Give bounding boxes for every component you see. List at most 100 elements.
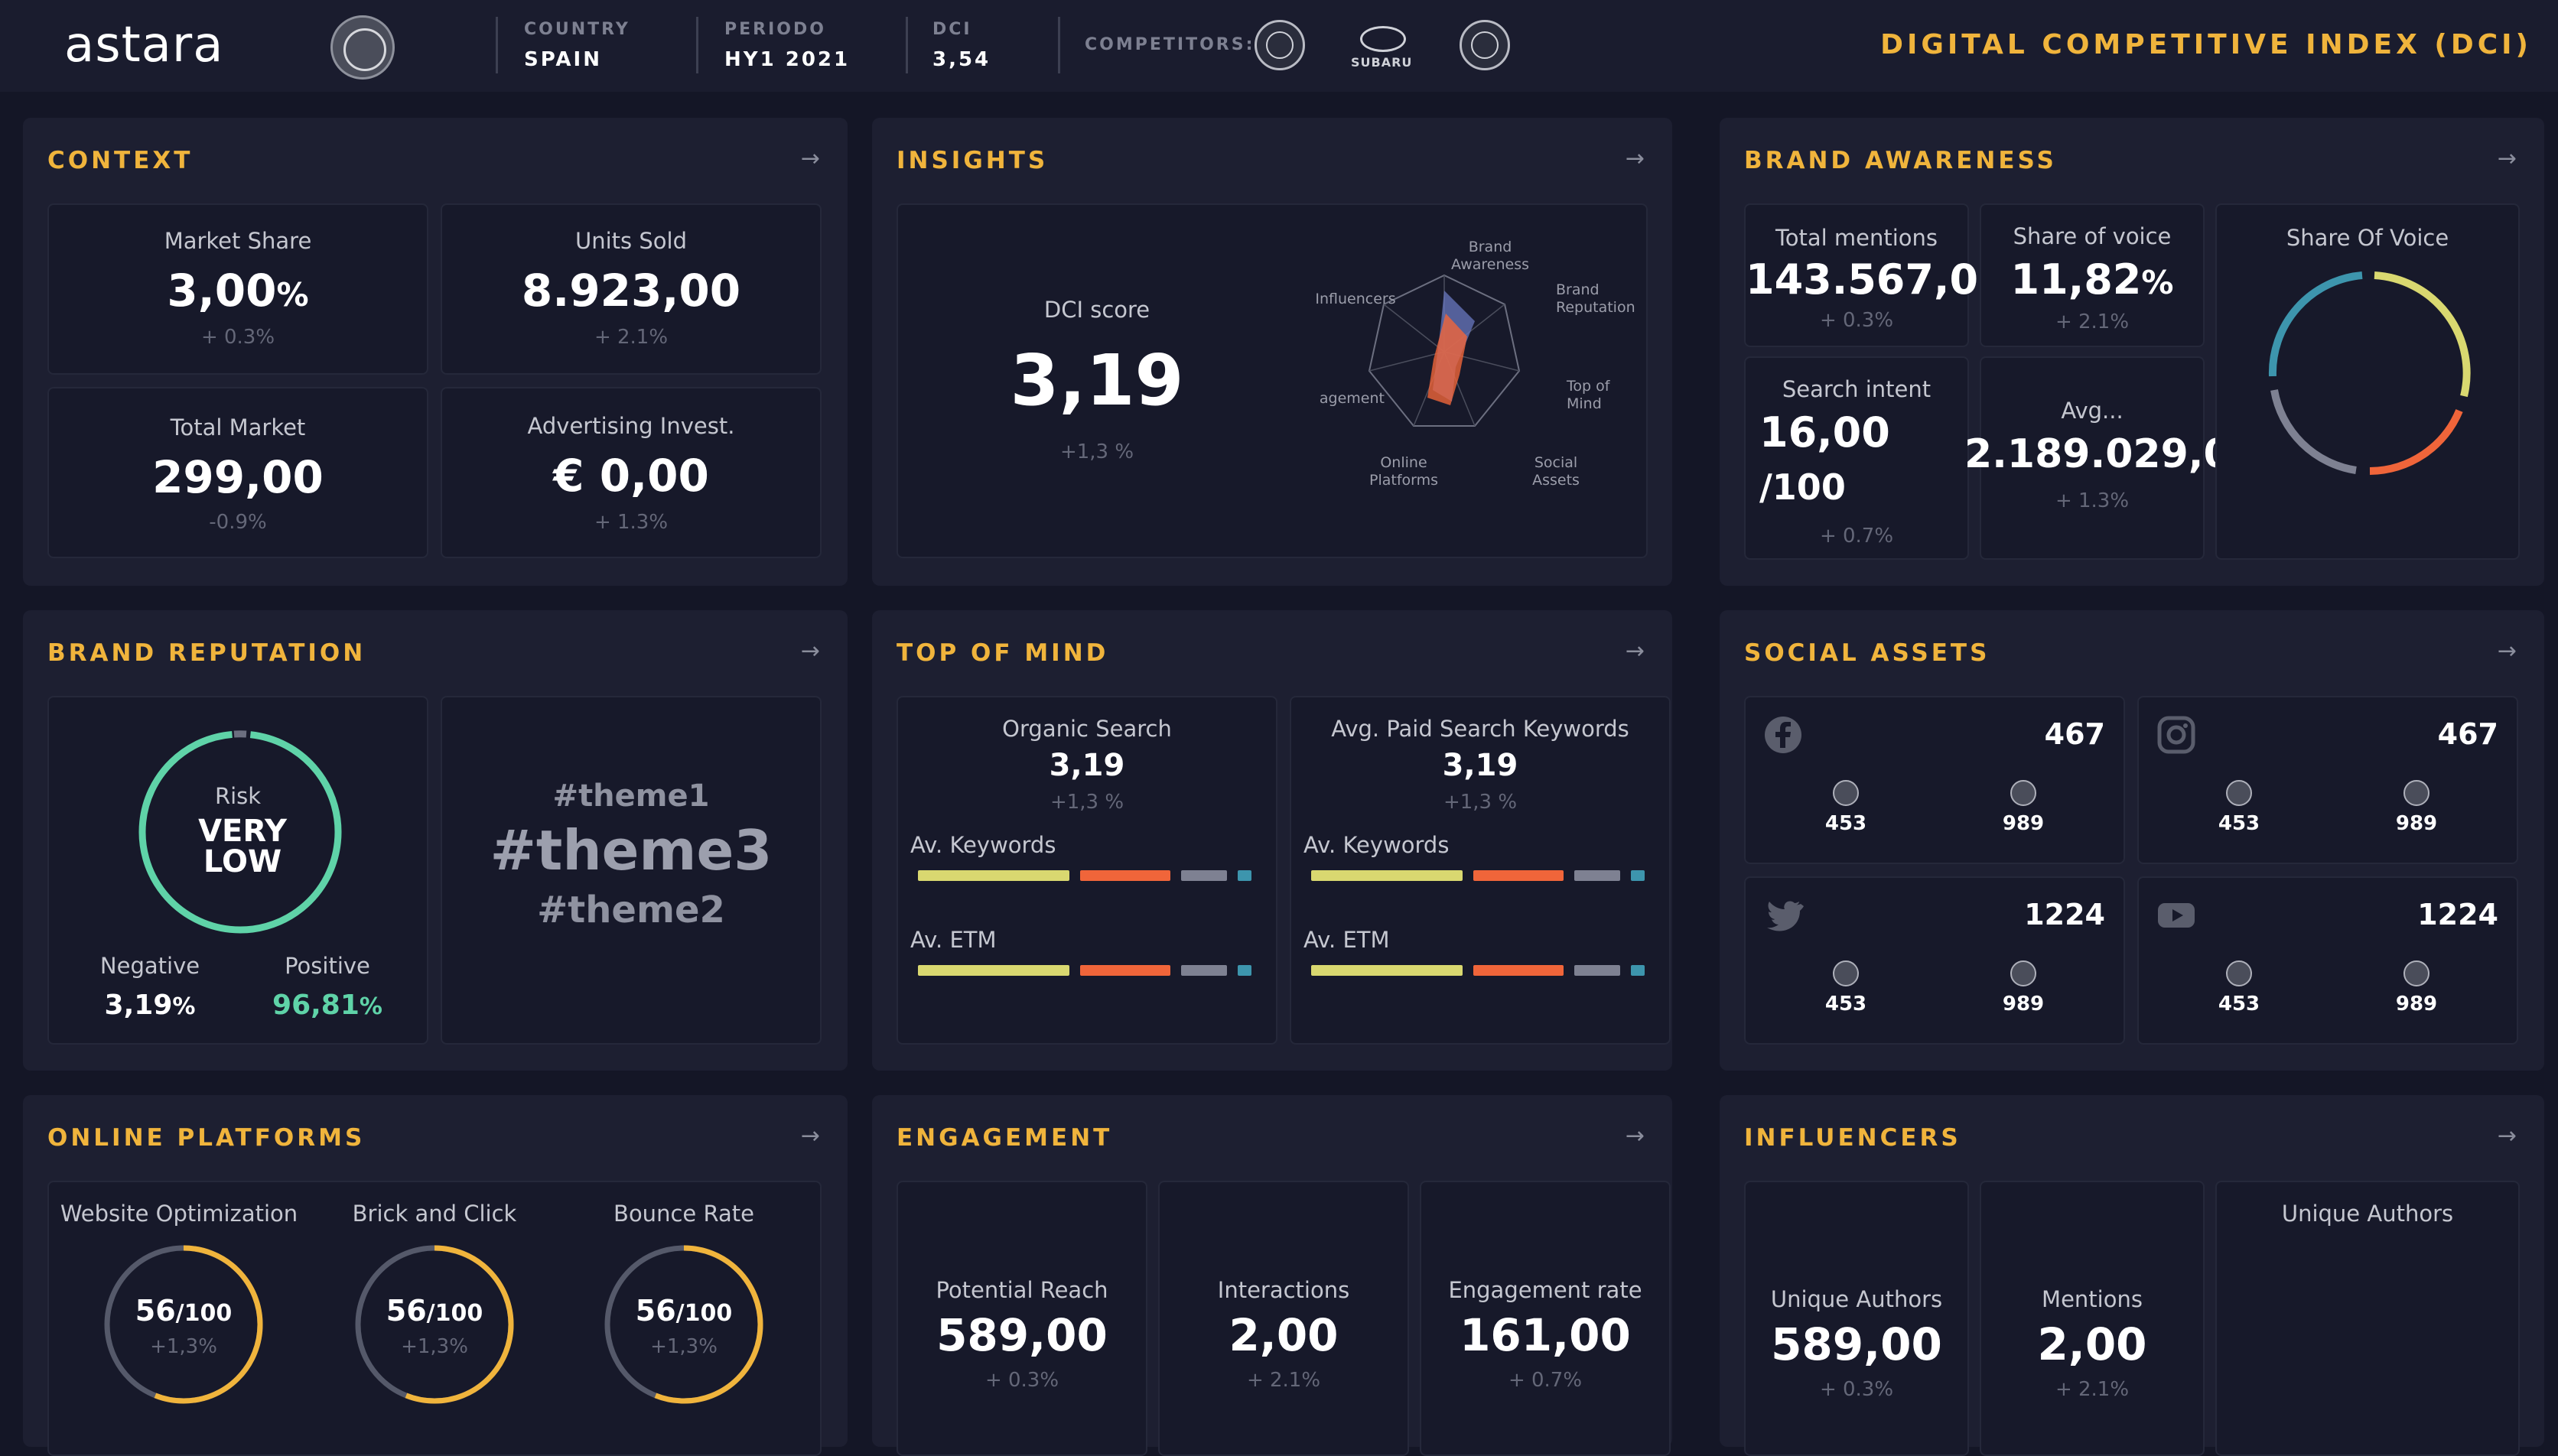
metric-label: Unique Authors <box>1746 1286 1967 1312</box>
dci-label: DCI <box>932 20 991 39</box>
competitor-alfa-romeo-icon[interactable] <box>1255 20 1305 70</box>
units-sold-card: Units Sold 8.923,00 + 2.1% <box>441 203 822 375</box>
top-bar: astara COUNTRY SPAIN PERIODO HY1 2021 DC… <box>0 0 2558 92</box>
top-of-mind-panel: TOP OF MIND → Organic Search 3,19 +1,3 %… <box>872 610 1672 1071</box>
brand-reputation-panel: BRAND REPUTATION → Risk VERY LOW Negativ… <box>23 610 848 1071</box>
metric-label: Engagement rate <box>1421 1277 1669 1303</box>
metric-label: Units Sold <box>442 228 820 254</box>
country-value: SPAIN <box>524 48 630 71</box>
instagram-icon <box>2156 714 2197 756</box>
panel-title: BRAND AWARENESS <box>1744 147 2057 174</box>
influencers-panel: INFLUENCERS → Unique Authors 589,00 + 0.… <box>1720 1095 2544 1447</box>
donut-segment-grey <box>2274 390 2356 470</box>
twitter-card[interactable]: 1224 453 989 <box>1744 876 2125 1045</box>
fiat-count: 989 <box>1977 812 2069 835</box>
metric-label: Mentions <box>1981 1286 2203 1312</box>
panel-title: BRAND REPUTATION <box>47 639 366 667</box>
facebook-card[interactable]: 467 453 989 <box>1744 696 2125 864</box>
alfa-romeo-emblem-icon[interactable] <box>330 15 395 80</box>
instagram-card[interactable]: 467 453 989 <box>2137 696 2518 864</box>
country-filter[interactable]: COUNTRY SPAIN <box>524 20 630 71</box>
market-share-card: Market Share 3,00% + 0.3% <box>47 203 428 375</box>
negative-value: 3,19% <box>49 990 251 1021</box>
arrow-right-icon[interactable]: → <box>1626 638 1645 665</box>
arrow-right-icon[interactable]: → <box>2498 145 2517 172</box>
metric-label: Interactions <box>1160 1277 1408 1303</box>
website-optimization-label: Website Optimization <box>49 1201 309 1227</box>
radar-label-engagement: agement <box>1300 390 1385 408</box>
brand-awareness-panel: BRAND AWARENESS → Total mentions 143.567… <box>1720 118 2544 586</box>
alfa-romeo-mini-icon <box>1833 960 1859 986</box>
positive-label: Positive <box>226 953 428 979</box>
theme-tag[interactable]: #theme3 <box>442 818 820 882</box>
period-value: HY1 2021 <box>724 48 850 71</box>
panel-title: CONTEXT <box>47 147 193 174</box>
metric-label: Market Share <box>49 228 427 254</box>
competitor-subaru-icon[interactable]: SUBARU <box>1355 26 1411 63</box>
risk-line2: LOW <box>54 844 431 879</box>
competitor-fiat-icon[interactable] <box>1460 20 1510 70</box>
astara-logo[interactable]: astara <box>64 17 223 73</box>
metric-value: 3,19 <box>898 748 1276 783</box>
brick-and-click-value: 56/100 <box>353 1294 516 1328</box>
metric-value: 3,19 <box>1291 748 1669 783</box>
arrow-right-icon[interactable]: → <box>801 1123 820 1149</box>
bounce-rate-delta: +1,3% <box>603 1335 765 1358</box>
divider <box>696 17 698 73</box>
period-label: PERIODO <box>724 20 850 39</box>
arrow-right-icon[interactable]: → <box>2498 638 2517 665</box>
arrow-right-icon[interactable]: → <box>1626 1123 1645 1149</box>
chart-label: Share Of Voice <box>2217 225 2518 251</box>
youtube-total: 1224 <box>2417 898 2498 931</box>
metric-label: Total mentions <box>1746 225 1967 251</box>
metric-value: 8.923,00 <box>442 265 820 317</box>
panel-title: INFLUENCERS <box>1744 1124 1961 1152</box>
arrow-right-icon[interactable]: → <box>1626 145 1645 172</box>
twitter-icon <box>1762 895 1804 936</box>
metric-value: 2,00 <box>1160 1309 1408 1361</box>
platforms-card: Website Optimization Brick and Click Bou… <box>47 1181 822 1456</box>
avg-card: Avg... 2.189.029,00 + 1.3% <box>1980 356 2205 560</box>
subaru-text: SUBARU <box>1351 55 1412 70</box>
divider <box>1058 17 1060 73</box>
metric-value: 2.189.029,00 <box>1964 431 2223 477</box>
dci-score-value: 3,19 <box>898 340 1296 421</box>
alfa-romeo-mini-icon <box>2226 960 2252 986</box>
theme-tag[interactable]: #theme1 <box>442 778 820 814</box>
arrow-right-icon[interactable]: → <box>2498 1123 2517 1149</box>
metric-label: Potential Reach <box>898 1277 1146 1303</box>
keywords-label: Av. Keywords <box>910 832 1288 858</box>
context-panel: CONTEXT → Market Share 3,00% + 0.3% Unit… <box>23 118 848 586</box>
metric-label: Advertising Invest. <box>442 413 820 439</box>
facebook-total: 467 <box>2045 717 2105 751</box>
metric-value: 11,82% <box>1981 255 2203 304</box>
metric-value: € 0,00 <box>442 450 820 502</box>
social-assets-panel: SOCIAL ASSETS → 467 453 989 467 453 989 … <box>1720 610 2544 1071</box>
metric-value: 143.567,00 <box>1746 255 1967 304</box>
fiat-count: 989 <box>1977 993 2069 1016</box>
dashboard-title: DIGITAL COMPETITIVE INDEX (DCI) <box>1880 29 2532 60</box>
donut-segment-yellow <box>2374 275 2467 396</box>
unique-authors-card: Unique Authors 589,00 + 0.3% <box>1744 1181 1969 1456</box>
search-intent-card: Search intent 16,00 /100 + 0.7% <box>1744 356 1969 560</box>
total-market-card: Total Market 299,00 -0.9% <box>47 387 428 558</box>
fiat-count: 989 <box>2371 812 2462 835</box>
arrow-right-icon[interactable]: → <box>801 638 820 665</box>
dci-score-label: DCI score <box>898 297 1296 323</box>
metric-value: 16,00 <box>1759 408 1981 457</box>
metric-delta: + 0.3% <box>49 326 427 349</box>
positive-value: 96,81% <box>226 990 428 1021</box>
fiat-mini-icon <box>2010 960 2036 986</box>
country-label: COUNTRY <box>524 20 630 39</box>
metric-label: Total Market <box>49 414 427 440</box>
arrow-right-icon[interactable]: → <box>801 145 820 172</box>
online-platforms-panel: ONLINE PLATFORMS → Website Optimization … <box>23 1095 848 1447</box>
period-filter[interactable]: PERIODO HY1 2021 <box>724 20 850 71</box>
theme-tag[interactable]: #theme2 <box>442 889 820 931</box>
keywords-label: Av. Keywords <box>1303 832 1681 858</box>
youtube-card[interactable]: 1224 453 989 <box>2137 876 2518 1045</box>
fiat-mini-icon <box>2010 780 2036 806</box>
donut-segment-blue <box>2273 275 2362 376</box>
